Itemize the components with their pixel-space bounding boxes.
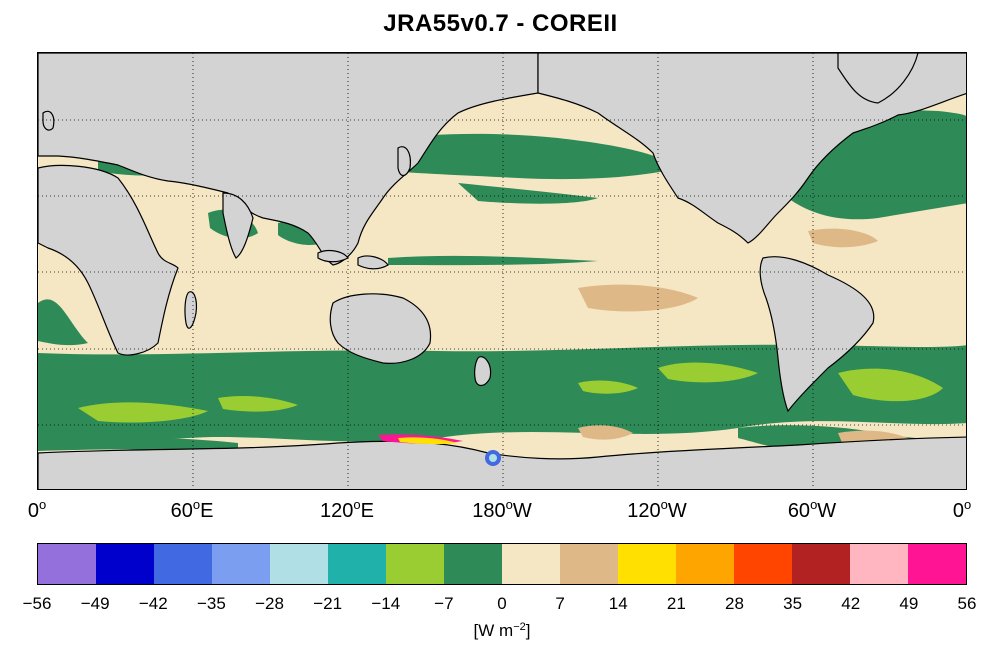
colorbar-tick-label: 56 — [957, 594, 977, 613]
se-asia-islands — [317, 249, 349, 263]
colorbar-segment — [386, 544, 444, 584]
colorbar-segment — [154, 544, 212, 584]
lon-label: 0o — [952, 497, 972, 522]
madagascar — [184, 291, 198, 329]
africa — [38, 164, 179, 356]
lon-label: 180oW — [472, 497, 532, 522]
colorbar-tick-label: 7 — [555, 594, 565, 613]
colorbar-tick-label: −35 — [196, 594, 226, 613]
lon-label: 60oE — [170, 497, 214, 522]
se-asia-islands — [357, 255, 389, 270]
lon-label: 0o — [27, 497, 47, 522]
north-pacific-band — [458, 183, 598, 204]
new-zealand — [474, 356, 492, 387]
light-green-patch — [658, 362, 758, 383]
tan-patch — [578, 425, 633, 440]
colorbar-segment — [792, 544, 850, 584]
light-green-patch — [78, 402, 208, 423]
lon-label: 60oW — [787, 497, 837, 522]
colorbar-segment — [734, 544, 792, 584]
colorbar-tick-label: 21 — [666, 594, 686, 613]
colorbar-tick-label: −56 — [22, 594, 52, 613]
colorbar-units: [W m−2] — [473, 621, 531, 640]
australia — [329, 293, 432, 364]
colorbar-tick-label: 35 — [783, 594, 803, 613]
equatorial-strip — [38, 299, 88, 346]
colorbar-tick-label: −49 — [80, 594, 110, 613]
tan-patch — [578, 284, 698, 312]
colorbar-tick-label: −7 — [434, 594, 454, 613]
colorbar-tick-label: −42 — [138, 594, 168, 613]
colorbar-tick-label: −14 — [371, 594, 401, 613]
colorbar-tick-label: 42 — [841, 594, 861, 613]
colorbar-segment — [96, 544, 154, 584]
tan-patch — [808, 228, 878, 248]
southern-ocean-band-lower — [38, 433, 238, 453]
british-isles — [42, 110, 55, 131]
colorbar-segment — [618, 544, 676, 584]
map-panel — [37, 52, 967, 490]
india — [222, 192, 254, 259]
south-america — [759, 256, 875, 413]
light-green-patch — [838, 368, 943, 402]
colorbar-segment — [908, 544, 966, 584]
map-title: JRA55v0.7 - COREII — [383, 10, 618, 37]
colorbar-tick-label: −28 — [255, 594, 284, 613]
lon-label: 120oE — [320, 497, 374, 522]
colorbar-segment — [38, 544, 96, 584]
antarctic-eddy — [489, 454, 497, 462]
antarctica — [38, 436, 966, 489]
colorbar-segment — [850, 544, 908, 584]
colorbar-tick-label: 28 — [725, 594, 744, 613]
colorbar-segment — [676, 544, 734, 584]
colorbar-segment — [270, 544, 328, 584]
colorbar-tick-label: 49 — [899, 594, 919, 613]
colorbar-tick-label: −21 — [313, 594, 343, 613]
colorbar — [37, 543, 967, 585]
high-flux-streak-2 — [398, 437, 458, 445]
indian-ocean-patch — [278, 221, 323, 246]
north-pacific-band — [358, 133, 678, 180]
gridlines — [38, 53, 966, 489]
colorbar-segment — [502, 544, 560, 584]
colorbar-segment — [212, 544, 270, 584]
colorbar-tick-label: 0 — [497, 594, 507, 613]
light-green-patch — [218, 395, 298, 412]
colorbar-segment — [328, 544, 386, 584]
equatorial-strip — [388, 255, 598, 266]
greenland — [837, 53, 919, 104]
lon-label: 120oW — [627, 497, 687, 522]
colorbar-segment — [444, 544, 502, 584]
continents — [38, 53, 966, 489]
colorbar-tick-label: 14 — [608, 594, 628, 613]
light-green-patch — [578, 380, 638, 394]
colorbar-segment — [560, 544, 618, 584]
north-america — [537, 53, 966, 244]
japan — [397, 146, 411, 177]
